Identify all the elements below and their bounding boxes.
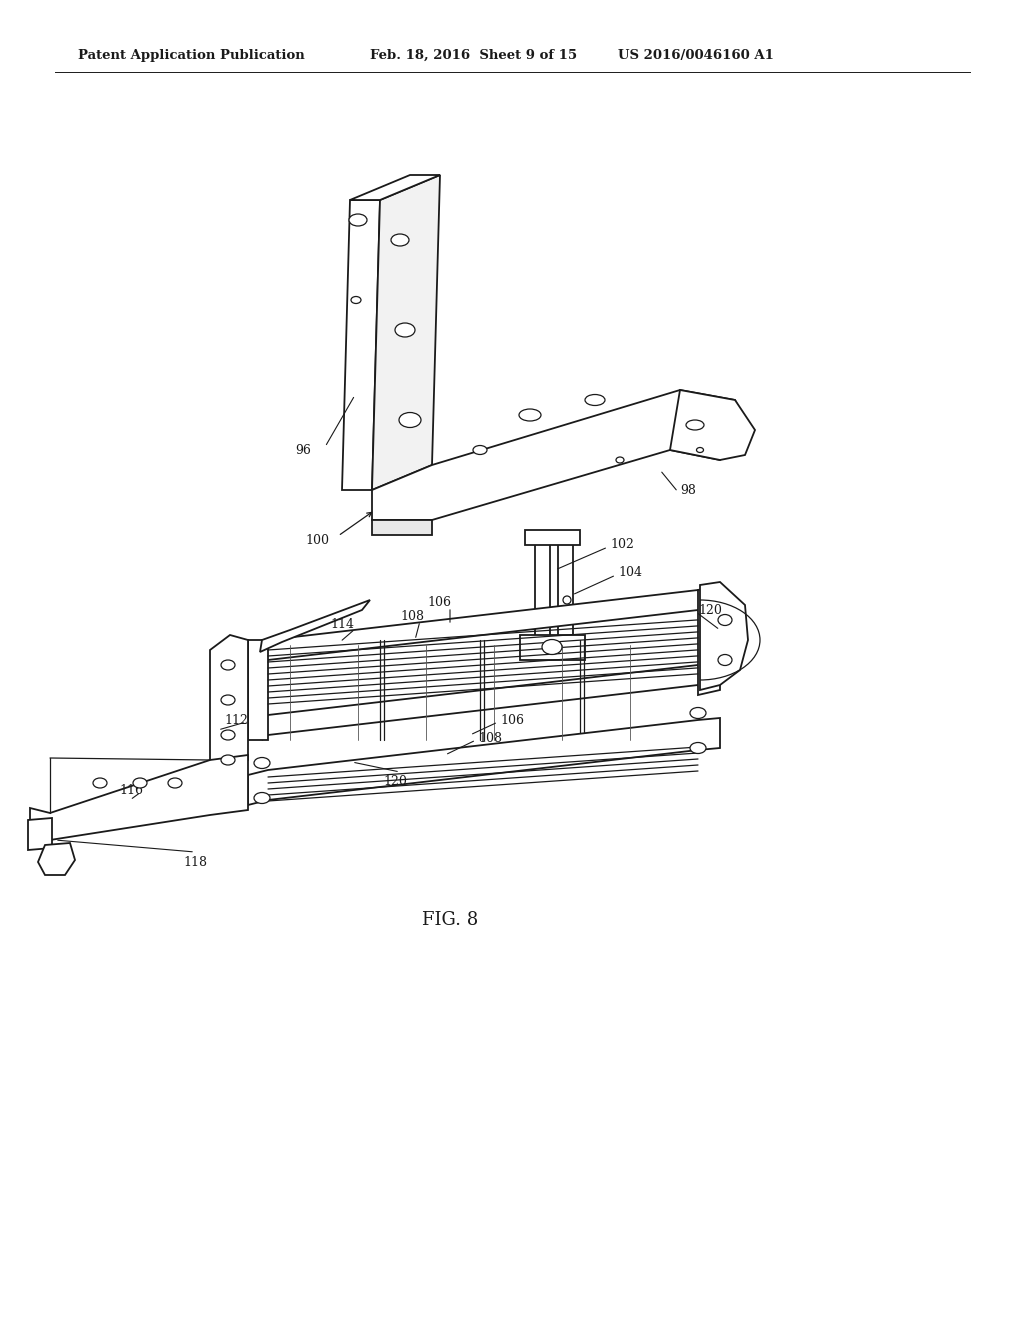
Polygon shape (372, 520, 432, 535)
Text: FIG. 8: FIG. 8 (422, 911, 478, 929)
Polygon shape (698, 585, 720, 696)
Ellipse shape (686, 420, 705, 430)
Ellipse shape (395, 323, 415, 337)
Ellipse shape (221, 660, 234, 671)
Ellipse shape (696, 447, 703, 453)
Ellipse shape (563, 597, 571, 605)
Polygon shape (248, 640, 268, 741)
Text: 106: 106 (500, 714, 524, 726)
Text: 108: 108 (400, 610, 424, 623)
Text: 96: 96 (295, 444, 311, 457)
Text: Feb. 18, 2016  Sheet 9 of 15: Feb. 18, 2016 Sheet 9 of 15 (370, 49, 578, 62)
Polygon shape (372, 389, 750, 520)
Text: 120: 120 (698, 603, 722, 616)
Ellipse shape (221, 755, 234, 766)
Polygon shape (260, 601, 370, 652)
Polygon shape (342, 201, 380, 490)
Polygon shape (558, 535, 573, 640)
Polygon shape (28, 818, 52, 850)
Text: 114: 114 (330, 619, 354, 631)
Text: 106: 106 (427, 597, 451, 610)
Text: 116: 116 (119, 784, 143, 796)
Text: 100: 100 (305, 533, 329, 546)
Text: 102: 102 (610, 539, 634, 552)
Polygon shape (30, 755, 248, 840)
Polygon shape (210, 635, 248, 780)
Ellipse shape (718, 615, 732, 626)
Text: 112: 112 (224, 714, 248, 726)
Ellipse shape (254, 792, 270, 804)
Ellipse shape (585, 395, 605, 405)
Polygon shape (372, 176, 440, 490)
Text: Patent Application Publication: Patent Application Publication (78, 49, 305, 62)
Text: 120: 120 (383, 775, 407, 788)
Polygon shape (525, 531, 580, 545)
Ellipse shape (690, 708, 706, 718)
Polygon shape (262, 590, 700, 665)
Ellipse shape (133, 777, 147, 788)
Ellipse shape (718, 655, 732, 665)
Ellipse shape (221, 730, 234, 741)
Ellipse shape (221, 696, 234, 705)
Polygon shape (262, 665, 700, 741)
Text: 98: 98 (680, 483, 696, 496)
Polygon shape (350, 176, 440, 201)
Ellipse shape (254, 758, 270, 768)
Polygon shape (38, 843, 75, 875)
Polygon shape (670, 389, 755, 459)
Text: 118: 118 (183, 855, 207, 869)
Text: US 2016/0046160 A1: US 2016/0046160 A1 (618, 49, 774, 62)
Ellipse shape (168, 777, 182, 788)
Ellipse shape (616, 457, 624, 463)
Polygon shape (535, 535, 550, 645)
Ellipse shape (351, 297, 361, 304)
Ellipse shape (391, 234, 409, 246)
Polygon shape (248, 718, 720, 805)
Polygon shape (520, 635, 585, 660)
Ellipse shape (399, 412, 421, 428)
Ellipse shape (519, 409, 541, 421)
Ellipse shape (542, 639, 562, 655)
Ellipse shape (473, 446, 487, 454)
Ellipse shape (349, 214, 367, 226)
Text: 104: 104 (618, 566, 642, 579)
Ellipse shape (93, 777, 106, 788)
Polygon shape (700, 582, 748, 690)
Text: 108: 108 (478, 731, 502, 744)
Ellipse shape (690, 742, 706, 754)
